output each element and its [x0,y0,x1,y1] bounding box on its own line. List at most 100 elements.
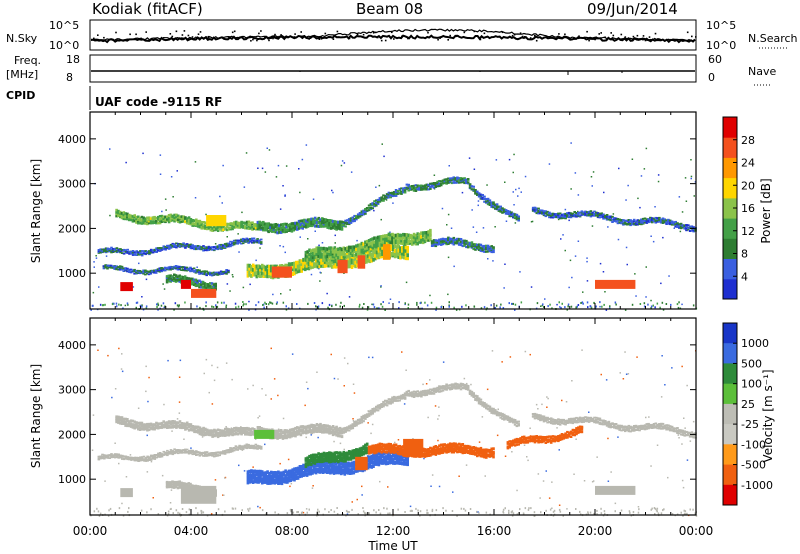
velocity-clutter-cell [200,509,202,512]
velocity-band-cell [503,418,506,421]
power-band-cell [432,184,436,187]
velocity-noise-cell [484,475,486,477]
velocity-clutter-cell [318,510,320,513]
velocity-band-cell [115,418,118,422]
power-band-cell [420,231,423,235]
power-band-cell [254,223,258,226]
velocity-band-cell [391,401,394,404]
velocity-clutter-cell [530,507,532,510]
power-band-cell [133,216,136,219]
power-band-cell [330,226,333,230]
power-band-cell [207,283,210,286]
velocity-clutter-cell [197,512,199,515]
power-band-cell [138,271,142,274]
power-band-cell [620,222,623,225]
power-band-cell [593,213,596,215]
power-band-cell [439,243,443,246]
velocity-band-cell [421,393,425,396]
power-band-cell [316,258,320,263]
power-band-cell [407,189,410,192]
power-clutter-cell [677,306,680,309]
power-band-cell [324,220,328,224]
power-band-cell [421,188,425,191]
velocity-band-cell [135,423,138,426]
noise-sample-dot [231,31,234,34]
power-band-cell [596,215,600,218]
power-band-cell [472,185,475,188]
power-band-cell [499,205,502,208]
power-band-cell [169,245,173,247]
power-band-cell [231,222,234,225]
velocity-clutter-cell [98,514,101,517]
power-noise-cell [350,171,353,173]
noise-sample-dot [181,34,184,36]
power-band-cell [335,225,338,229]
power-noise-cell [690,177,692,180]
velocity-noise-cell [240,426,242,428]
power-noise-cell [237,233,239,235]
power-band-cell [252,241,256,244]
velocity-band-cell [566,419,569,422]
power-noise-cell [634,273,636,275]
power-noise-cell [334,242,336,244]
power-band-cell [120,265,124,268]
power-band-cell [654,216,658,219]
power-band-cell [320,260,323,265]
velocity-band-cell [151,423,155,426]
power-noise-cell [373,209,375,212]
power-noise-cell [548,163,551,165]
power-band-cell [241,239,245,241]
velocity-noise-cell [291,353,294,355]
power-colorbar-segment [723,137,737,158]
velocity-noise-cell [684,427,686,429]
power-band-cell [155,248,158,251]
power-band-cell [243,238,247,241]
velocity-band-cell [555,420,558,423]
power-band-cell [191,270,194,272]
power-band-cell [360,213,364,216]
power-band-cell [342,255,346,259]
power-band-cell [692,230,695,233]
velocity-band-cell [164,421,167,425]
power-band-cell [183,269,187,272]
power-noise-cell [625,199,627,201]
power-band-cell [577,212,580,214]
power-band-cell [513,216,517,219]
power-panel-background [90,112,696,309]
power-clutter-cell [372,303,375,306]
power-band-cell [195,221,198,224]
velocity-clutter-cell [533,511,536,514]
power-band-cell [313,264,316,269]
velocity-band-cell [140,421,144,425]
power-band-cell [294,226,297,230]
velocity-band-cell [171,420,174,423]
velocity-band-cell [495,414,499,417]
power-band-cell [122,211,126,214]
velocity-band-cell [209,431,213,434]
power-band-cell [155,216,158,220]
velocity-band-cell [140,427,144,431]
velocity-band-cell [193,428,196,432]
velocity-clutter-cell [508,512,510,514]
power-band-cell [656,217,659,220]
noise-sample-dot [272,37,274,40]
power-colorbar-label: 24 [741,157,755,170]
velocity-band-cell [391,400,394,403]
power-band-cell [202,249,205,252]
power-band-cell [236,226,240,229]
velocity-band-cell [403,396,407,399]
velocity-band-cell [224,434,227,437]
power-band-cell [349,253,353,257]
power-band-cell [310,217,313,221]
power-band-cell [326,223,329,227]
power-band-cell [180,269,183,271]
power-band-cell [193,246,196,249]
power-band-cell [494,203,497,206]
velocity-band-cell [283,436,287,440]
power-band-cell [625,222,629,225]
velocity-noise-cell [147,400,149,403]
velocity-band-cell [236,429,240,433]
power-band-cell [196,247,200,250]
velocity-noise-cell [430,485,432,487]
power-band-cell [356,216,360,219]
